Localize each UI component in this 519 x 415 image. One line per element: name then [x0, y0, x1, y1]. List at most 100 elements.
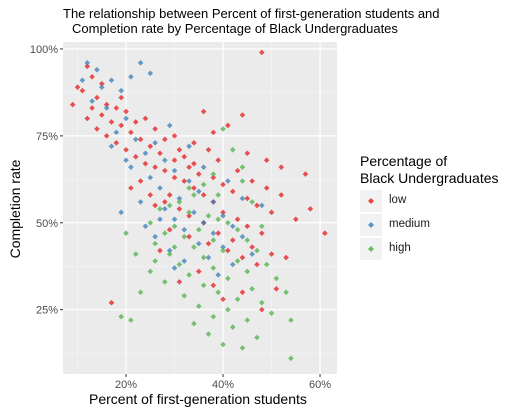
point-low [152, 126, 158, 132]
point-high [220, 126, 226, 132]
point-low [292, 216, 299, 223]
point-low [244, 150, 251, 157]
point-low [186, 164, 192, 170]
point-medium [79, 77, 86, 84]
point-low [128, 129, 134, 136]
point-high [147, 219, 154, 226]
point-high [259, 223, 265, 230]
point-high [191, 192, 197, 198]
point-low [166, 226, 173, 233]
point-low [186, 213, 192, 219]
point-medium [191, 209, 197, 216]
point-low [162, 199, 168, 205]
point-low [191, 185, 197, 191]
point-low [263, 185, 270, 191]
point-low [268, 209, 275, 216]
point-low [249, 178, 255, 184]
point-high [215, 192, 221, 198]
point-medium [239, 195, 246, 202]
point-low [229, 237, 236, 243]
point-medium [108, 143, 115, 150]
point-low [273, 286, 280, 292]
point-medium [249, 251, 255, 257]
point-low [191, 140, 197, 146]
point-medium [98, 84, 105, 90]
point-medium [200, 219, 207, 226]
point-low [278, 164, 285, 170]
point-low [98, 112, 105, 118]
point-low [186, 233, 192, 240]
y-axis-title: Completion rate [7, 159, 23, 259]
legend-symbol-high [368, 246, 374, 252]
point-low [244, 195, 251, 202]
point-high [152, 258, 158, 264]
point-medium [200, 164, 207, 170]
point-low [162, 136, 168, 143]
point-medium [162, 206, 168, 212]
point-low [278, 192, 285, 198]
point-high [220, 341, 226, 348]
point-low [123, 146, 129, 153]
point-low [234, 167, 241, 174]
point-low [181, 153, 188, 160]
legend-symbol-medium [368, 222, 374, 228]
point-low [108, 299, 115, 306]
point-medium [186, 143, 192, 150]
point-high [157, 206, 163, 212]
point-low [229, 188, 236, 195]
chart-title-line-2: Completion rate by Percentage of Black U… [72, 21, 398, 36]
point-high [259, 299, 265, 306]
point-low [171, 133, 178, 139]
point-medium [132, 136, 139, 143]
point-medium [166, 247, 173, 254]
point-medium [147, 70, 154, 77]
point-low [254, 261, 260, 268]
point-low [259, 230, 265, 237]
point-medium [157, 216, 163, 223]
point-low [259, 49, 265, 56]
point-low [220, 181, 226, 188]
point-high [195, 226, 202, 233]
point-low [210, 174, 217, 181]
point-medium [229, 261, 236, 268]
point-medium [123, 115, 129, 122]
y-tick-label: 25% [36, 305, 58, 317]
point-high [181, 292, 188, 299]
point-medium [137, 60, 144, 66]
point-high [171, 244, 178, 250]
point-medium [157, 185, 163, 191]
point-low [94, 126, 100, 132]
y-tick-label: 100% [30, 44, 58, 56]
point-medium [171, 265, 178, 271]
point-low [200, 192, 207, 198]
point-high [205, 331, 212, 337]
point-low [152, 202, 158, 209]
point-low [210, 129, 217, 136]
point-medium [205, 254, 212, 261]
legend-label-medium: medium [389, 218, 430, 230]
point-low [215, 230, 221, 237]
point-medium [259, 202, 265, 209]
point-medium [181, 258, 188, 264]
point-high [263, 261, 270, 268]
point-medium [152, 233, 158, 240]
point-low [166, 192, 173, 198]
point-low [103, 133, 110, 139]
grid-lines [63, 42, 337, 374]
point-low [191, 160, 197, 167]
point-high [254, 334, 260, 341]
legend-keys [360, 190, 382, 260]
point-low [215, 157, 221, 163]
point-low [84, 115, 91, 122]
point-high [205, 213, 212, 219]
point-low [132, 119, 139, 125]
point-low [205, 240, 212, 247]
data-points [69, 49, 328, 362]
legend-title-line-2: Black Undergraduates [360, 170, 499, 186]
point-high [181, 233, 188, 240]
point-low [176, 146, 183, 153]
y-tick-label: 50% [36, 218, 58, 230]
point-medium [210, 230, 217, 237]
point-low [152, 164, 158, 170]
